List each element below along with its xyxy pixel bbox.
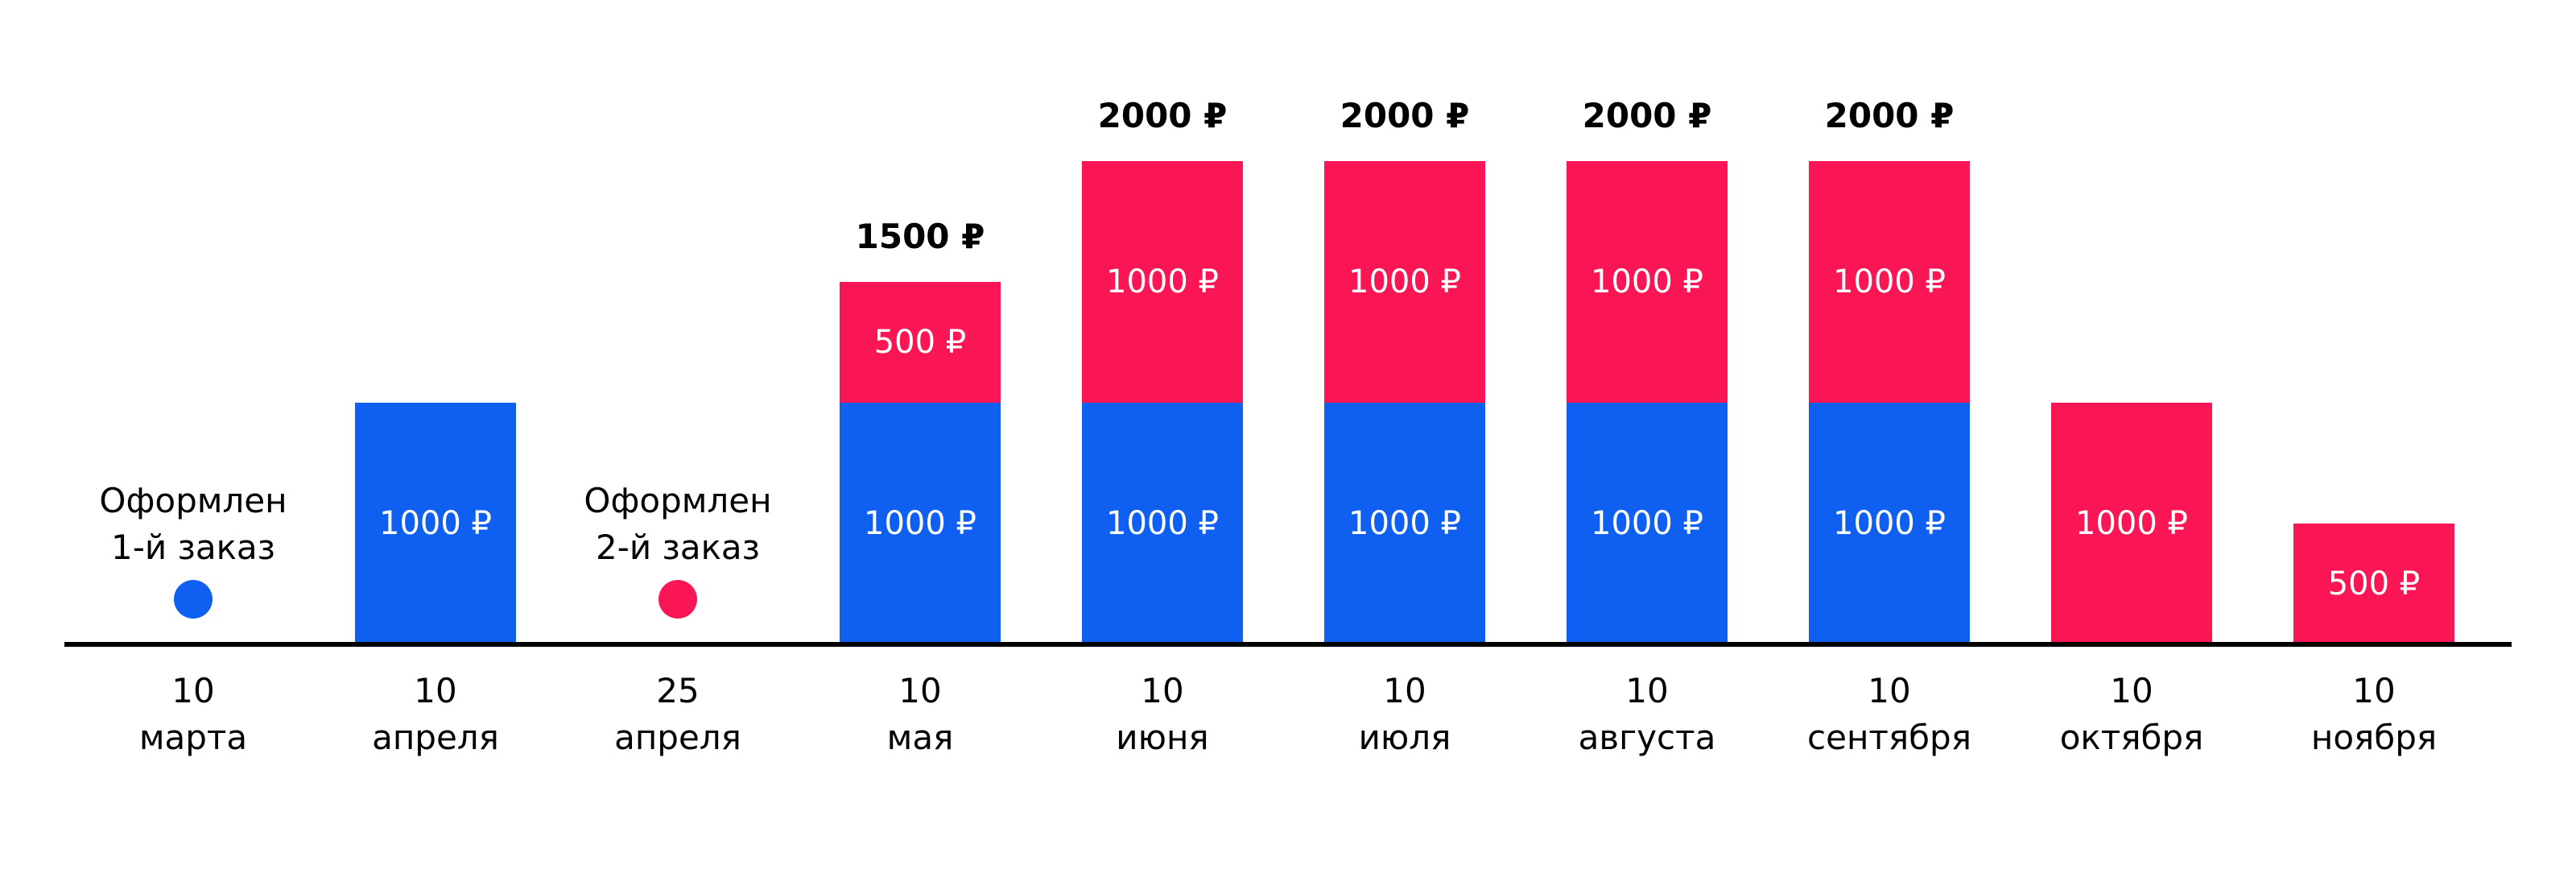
bar-total-label: 2000 ₽ [1098,96,1228,135]
bar-segment [1809,403,1970,644]
x-axis-ticks: 10 марта 10 апреля 25 апреля 10 мая 10 июня 10 июля… [139,671,2437,757]
x-tick-label: 10 [414,671,456,710]
x-tick-label: 10 [2352,671,2395,710]
x-tick-label: 10 [1383,671,1426,710]
bar-value-label: 1000 ₽ [1833,263,1946,300]
x-tick-label: 10 [171,671,214,710]
bar-value-label: 1000 ₽ [379,505,492,542]
bar-total-label: 1500 ₽ [856,217,985,256]
bar-value-label: 1000 ₽ [1106,263,1219,300]
x-tick-label: апреля [372,718,499,757]
event-label: Оформлен [99,481,287,520]
bar-value-label: 500 ₽ [2328,565,2421,602]
bar-total-label: 2000 ₽ [1340,96,1470,135]
x-tick-label: июня [1116,718,1208,757]
bar-value-label: 1000 ₽ [1833,505,1946,542]
bar-value-label: 1000 ₽ [1106,505,1219,542]
bar-total-label: 2000 ₽ [1583,96,1712,135]
bar-segment [840,282,1001,403]
x-tick-label: 10 [1868,671,1910,710]
bar-segment [1809,161,1970,403]
event-label: Оформлен [584,481,771,520]
bar-value-label: 500 ₽ [874,324,967,361]
x-tick-label: 10 [2110,671,2153,710]
bar-total-label: 2000 ₽ [1825,96,1955,135]
labels-layer: 1000 ₽ 1000 ₽ 500 ₽ 1500 ₽ 1000 ₽ 1000 ₽ 2000 … [379,96,2420,602]
x-tick-label: октября [2060,718,2204,757]
bar-segment [355,403,516,644]
bar-segment [2051,403,2212,644]
event-label: 1-й заказ [111,528,275,567]
event-marker [174,580,213,619]
x-tick-label: марта [139,718,247,757]
x-tick-label: мая [887,718,954,757]
bar-segment [2293,524,2454,644]
x-tick-label: сентября [1807,718,1971,757]
bar-value-label: 1000 ₽ [1591,263,1703,300]
bar-segment [1082,161,1243,403]
bar-value-label: 1000 ₽ [864,505,976,542]
x-tick-label: августа [1579,718,1716,757]
x-tick-label: 10 [1625,671,1668,710]
x-tick-label: 10 [898,671,941,710]
bar-value-label: 1000 ₽ [1348,505,1461,542]
event-label: 2-й заказ [596,528,760,567]
bar-value-label: 1000 ₽ [1348,263,1461,300]
x-tick-label: ноября [2311,718,2437,757]
bar-segment [1567,161,1728,403]
bar-segment [1324,161,1485,403]
x-tick-label: июля [1359,718,1451,757]
bar-segment [1567,403,1728,644]
bars-layer [355,161,2454,644]
event-marker [658,580,697,619]
bar-value-label: 1000 ₽ [2075,505,2188,542]
bar-segment [1324,403,1485,644]
events-layer: Оформлен 1-й заказ Оформлен 2-й заказ [99,481,772,619]
bar-segment [1082,403,1243,644]
bar-segment [840,403,1001,644]
x-tick-label: 25 [656,671,699,710]
x-tick-label: 10 [1141,671,1183,710]
bar-value-label: 1000 ₽ [1591,505,1703,542]
x-tick-label: апреля [614,718,741,757]
